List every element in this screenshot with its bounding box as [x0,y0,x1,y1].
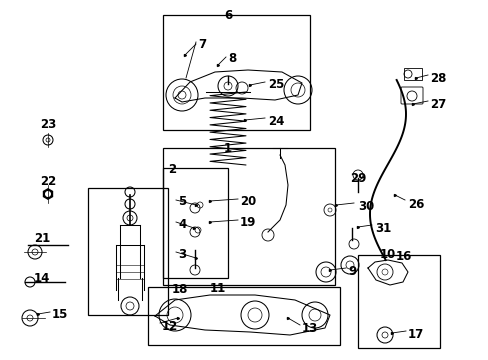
Bar [163,168,227,278]
Text: 19: 19 [240,216,256,229]
Text: 23: 23 [40,118,56,131]
Circle shape [45,191,51,197]
Text: 26: 26 [407,198,424,211]
Text: 27: 27 [429,98,446,111]
Text: 14: 14 [34,272,50,285]
Text: 2: 2 [168,163,176,176]
Bar [403,68,421,80]
Bar [148,287,339,345]
Text: 16: 16 [395,250,411,263]
Text: 21: 21 [34,232,50,245]
Text: 20: 20 [240,195,256,208]
Text: 31: 31 [374,222,390,235]
Text: 8: 8 [227,52,236,65]
Text: 6: 6 [224,9,232,22]
Text: 13: 13 [302,322,318,335]
Bar [357,255,439,348]
Text: 5: 5 [178,195,186,208]
Text: 11: 11 [209,282,225,295]
Text: 30: 30 [357,200,373,213]
Text: 18: 18 [172,283,188,296]
Text: 25: 25 [267,78,284,91]
Text: 12: 12 [162,320,178,333]
Text: 24: 24 [267,115,284,128]
Bar [163,15,309,130]
Text: 28: 28 [429,72,446,85]
Bar [163,148,334,285]
Text: 15: 15 [52,308,68,321]
Text: 4: 4 [178,218,186,231]
Text: 22: 22 [40,175,56,188]
Text: 3: 3 [178,248,186,261]
Bar [88,188,168,315]
Text: 7: 7 [198,38,206,51]
Text: 17: 17 [407,328,424,341]
Text: 29: 29 [349,172,366,185]
Text: 1: 1 [224,142,232,155]
Text: 9: 9 [347,265,356,278]
Text: 10: 10 [379,248,395,261]
